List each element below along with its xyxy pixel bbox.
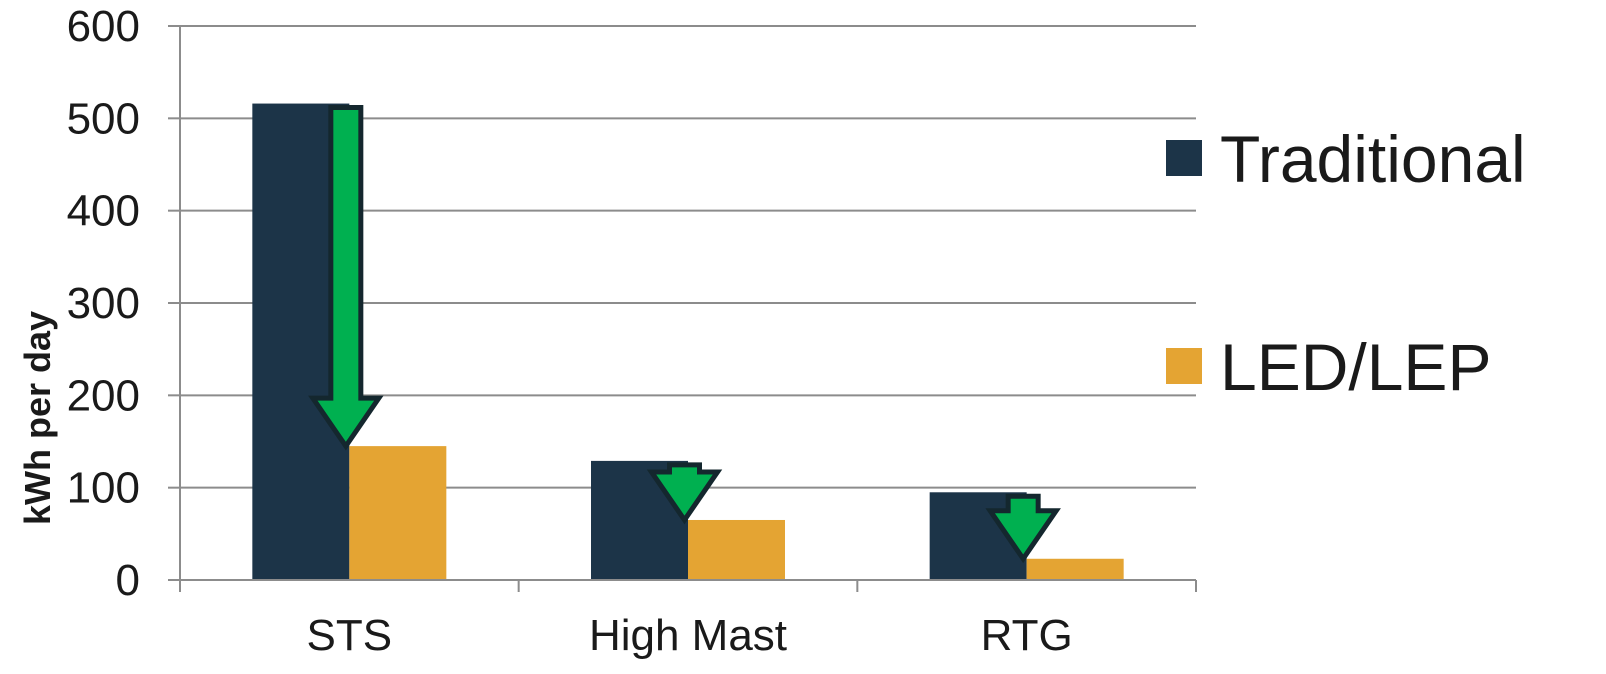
legend-swatch bbox=[1166, 140, 1202, 176]
down-arrow-icon bbox=[308, 105, 384, 451]
legend-label: Traditional bbox=[1220, 122, 1526, 196]
y-tick-label: 0 bbox=[116, 556, 140, 605]
axes bbox=[168, 25, 1197, 592]
bar-led-lep-high-mast bbox=[688, 519, 785, 580]
y-axis-title: kWh per day bbox=[17, 311, 58, 525]
down-arrow-icon bbox=[646, 462, 723, 525]
down-arrow-icon bbox=[985, 493, 1061, 564]
reduction-arrows bbox=[308, 105, 1061, 564]
x-category-label: STS bbox=[307, 611, 393, 660]
bar-led-lep-rtg bbox=[1026, 558, 1124, 580]
x-category-labels: STS High Mast RTG bbox=[307, 611, 1073, 660]
y-tick-label: 400 bbox=[67, 187, 140, 236]
legend: Traditional LED/LEP bbox=[1166, 122, 1526, 404]
y-tick-label: 100 bbox=[67, 464, 140, 513]
x-category-label: High Mast bbox=[589, 611, 787, 660]
y-tick-label: 300 bbox=[67, 279, 140, 328]
bar-led-lep-sts bbox=[349, 446, 447, 580]
y-tick-label: 600 bbox=[67, 2, 140, 51]
y-tick-label: 200 bbox=[67, 371, 140, 420]
legend-swatch bbox=[1166, 348, 1202, 384]
y-tick-label: 500 bbox=[67, 94, 140, 143]
x-category-label: RTG bbox=[981, 611, 1073, 660]
y-tick-labels: 0 100 200 300 400 500 600 bbox=[67, 2, 140, 605]
legend-label: LED/LEP bbox=[1220, 330, 1491, 404]
